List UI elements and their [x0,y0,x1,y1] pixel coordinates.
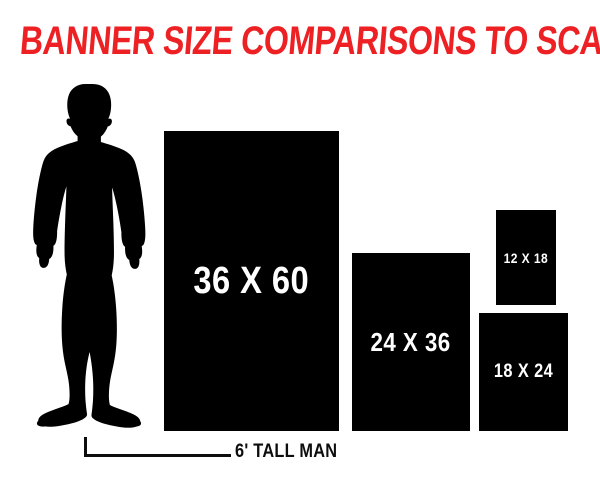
banner-rect-18x24: 18 X 24 [479,313,568,431]
banner-rect-24x36: 24 X 36 [352,253,470,431]
scale-tick-mark [84,437,87,457]
banner-label-36x60: 36 X 60 [193,259,310,302]
scale-rule-line [84,454,229,457]
page-title: BANNER SIZE COMPARISONS TO SCALE [18,19,600,63]
scale-label: 6' TALL MAN [235,441,338,462]
banner-label-24x36: 24 X 36 [370,326,452,357]
banner-label-18x24: 18 X 24 [493,361,554,382]
banner-rect-12x18: 12 X 18 [496,210,556,305]
banner-rect-36x60: 36 X 60 [164,131,339,431]
standing-man-silhouette [22,83,148,433]
banner-label-12x18: 12 X 18 [503,249,549,266]
scale-leader-dash [215,454,231,457]
